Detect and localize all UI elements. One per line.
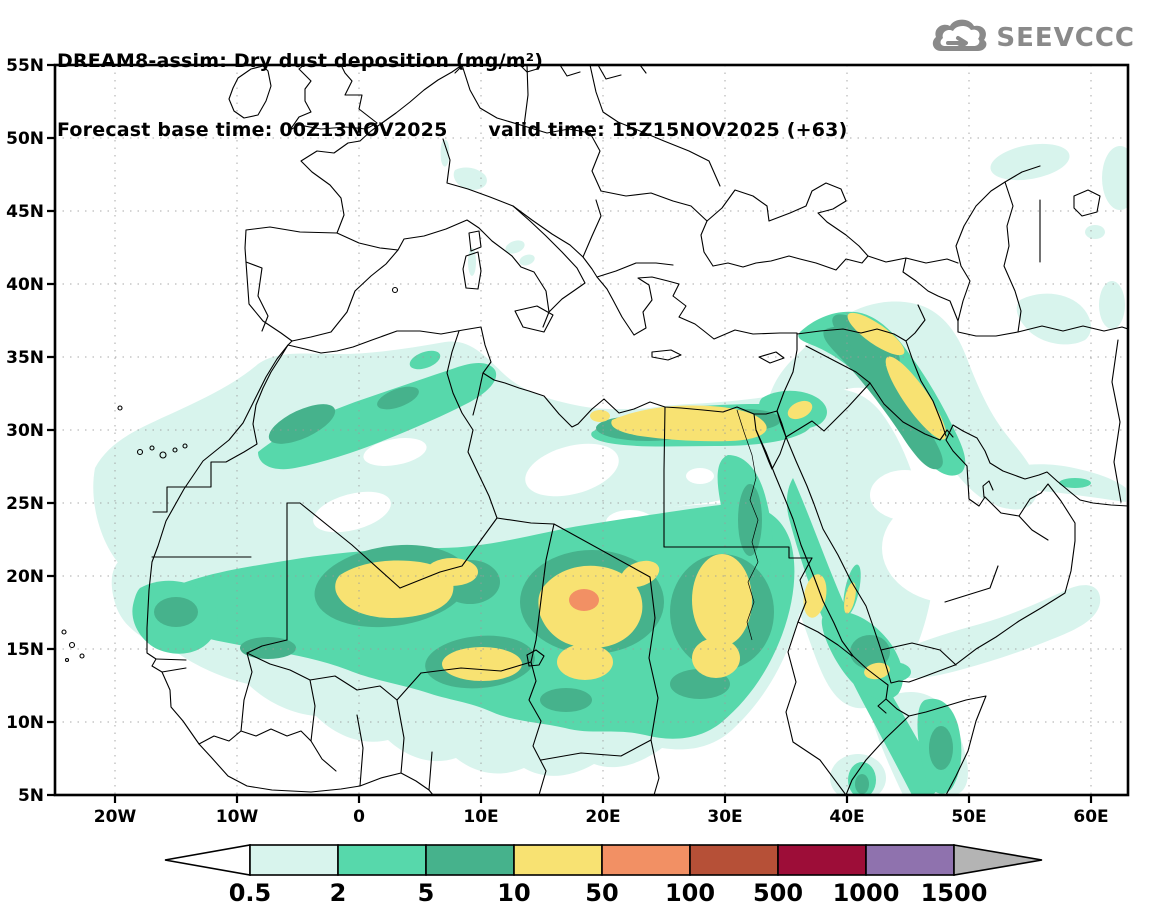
lon-label: 10W bbox=[216, 807, 259, 827]
colorbar-segment bbox=[425, 844, 515, 876]
lat-axis-labels: 55N 50N 45N 40N 35N 30N 25N 20N 15N 10N … bbox=[6, 56, 44, 806]
colorbar-label: 1500 bbox=[921, 879, 988, 907]
lon-label: 30E bbox=[707, 807, 742, 827]
lon-label: 60E bbox=[1073, 807, 1108, 827]
colorbar-label: 1000 bbox=[833, 879, 900, 907]
colorbar-segment bbox=[513, 844, 603, 876]
colorbar-segment bbox=[865, 844, 955, 876]
lon-axis-labels: 20W 10W 0 10E 20E 30E 40E 50E 60E bbox=[94, 807, 1109, 827]
lat-label: 10N bbox=[6, 713, 44, 733]
colorbar-over-arrow bbox=[953, 844, 1043, 876]
logo-text: SEEVCCC bbox=[996, 23, 1135, 53]
lon-label: 0 bbox=[353, 807, 365, 827]
colorbar-segment bbox=[601, 844, 691, 876]
lon-label: 20W bbox=[94, 807, 137, 827]
colorbar-label: 5 bbox=[418, 879, 435, 907]
colorbar-segment bbox=[777, 844, 867, 876]
lat-label: 40N bbox=[6, 275, 44, 295]
colorbar-label: 50 bbox=[585, 879, 618, 907]
colorbar-segment bbox=[689, 844, 779, 876]
colorbar-segment bbox=[249, 844, 339, 876]
lat-label: 25N bbox=[6, 494, 44, 514]
lat-label: 50N bbox=[6, 129, 44, 149]
plot-titles: DREAM8-assim: Dry dust deposition (mg/m²… bbox=[57, 4, 847, 188]
colorbar-under-arrow bbox=[164, 844, 251, 876]
lon-label: 50E bbox=[951, 807, 986, 827]
lat-label: 55N bbox=[6, 56, 44, 76]
colorbar-label: 10 bbox=[497, 879, 530, 907]
lon-label: 10E bbox=[463, 807, 498, 827]
lon-label: 40E bbox=[829, 807, 864, 827]
plot-title: DREAM8-assim: Dry dust deposition (mg/m²… bbox=[57, 50, 544, 72]
colorbar-label: 100 bbox=[665, 879, 715, 907]
lon-label: 20E bbox=[585, 807, 620, 827]
colorbar-label: 0.5 bbox=[229, 879, 272, 907]
contour-fills bbox=[93, 139, 1128, 795]
lat-label: 35N bbox=[6, 348, 44, 368]
lat-label: 5N bbox=[18, 786, 44, 806]
lat-label: 20N bbox=[6, 567, 44, 587]
seevccc-logo: SEEVCCC bbox=[928, 16, 1135, 60]
lat-label: 15N bbox=[6, 640, 44, 660]
colorbar: 0.5 2 5 10 50 100 500 1000 1500 bbox=[164, 844, 1043, 907]
lat-label: 45N bbox=[6, 202, 44, 222]
colorbar-segment bbox=[337, 844, 427, 876]
coastlines-borders bbox=[61, 65, 1128, 795]
cloud-arrow-icon bbox=[933, 19, 987, 51]
lat-label: 30N bbox=[6, 421, 44, 441]
plot-subtitle: Forecast base time: 00Z13NOV2025 valid t… bbox=[57, 119, 848, 141]
colorbar-label: 2 bbox=[330, 879, 347, 907]
colorbar-label: 500 bbox=[753, 879, 803, 907]
map-frame bbox=[47, 63, 1130, 803]
